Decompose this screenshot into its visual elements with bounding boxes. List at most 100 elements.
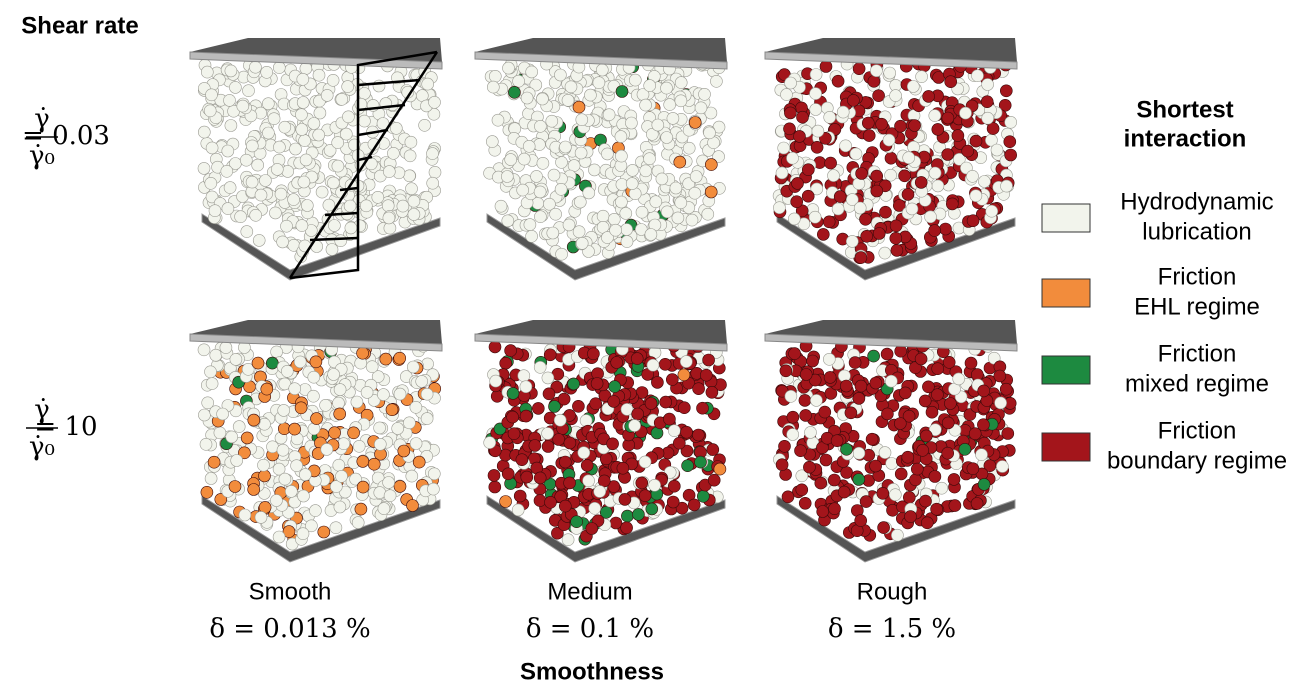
particle (941, 416, 955, 430)
fraction-denominator: γ̇₀ (29, 141, 55, 171)
particle (687, 498, 701, 512)
particle (530, 170, 543, 183)
particle (958, 442, 972, 456)
bottom-plate (486, 495, 726, 563)
particle (985, 204, 999, 218)
particle (593, 485, 607, 498)
particle (870, 184, 884, 198)
particle (619, 207, 633, 220)
particle (948, 499, 962, 512)
particle (562, 218, 576, 232)
particle (334, 234, 348, 247)
particle (294, 401, 308, 415)
particle (779, 364, 793, 378)
particle-box (474, 320, 728, 563)
particle (310, 412, 323, 425)
particle (963, 408, 977, 421)
particle (409, 437, 423, 450)
particle (297, 175, 311, 189)
particle (780, 88, 793, 101)
particle (596, 209, 610, 223)
particle (945, 197, 959, 211)
particle (559, 140, 572, 154)
particle (830, 434, 844, 448)
particle (643, 79, 657, 92)
legend-label: lubrication (1142, 218, 1251, 245)
particle (932, 71, 945, 84)
particle (547, 168, 561, 182)
particle (601, 147, 614, 161)
particle (588, 501, 602, 515)
particle (300, 199, 314, 212)
particle (284, 485, 298, 498)
particle (546, 226, 560, 240)
particle (999, 382, 1013, 396)
arrow (357, 103, 406, 112)
particle (872, 227, 886, 240)
particle (488, 340, 502, 354)
particle (407, 194, 421, 208)
particle (862, 129, 876, 142)
top-plate (475, 38, 727, 62)
particle (558, 455, 572, 469)
particle (230, 454, 243, 467)
particle (506, 387, 520, 400)
particle (918, 394, 932, 408)
particle (415, 375, 429, 388)
particle (329, 480, 343, 493)
particle (849, 147, 863, 161)
particle (827, 473, 841, 487)
top-plate (765, 320, 1017, 344)
particle (620, 403, 634, 416)
particle (836, 105, 850, 119)
particle (692, 382, 705, 396)
particle (872, 89, 885, 102)
particle (350, 395, 364, 409)
particle (615, 149, 628, 163)
particle (890, 244, 904, 257)
particle (867, 75, 881, 88)
particle (894, 467, 908, 481)
particle (665, 373, 679, 386)
particle (601, 231, 614, 244)
particle (259, 174, 272, 187)
particle (554, 68, 567, 82)
particle (806, 354, 819, 368)
particle (840, 442, 853, 456)
particle (852, 473, 866, 486)
particle (777, 141, 791, 155)
particle (608, 380, 622, 393)
particle (799, 409, 812, 422)
particle (219, 341, 233, 354)
particle (295, 108, 308, 121)
particle (909, 473, 922, 487)
particle (928, 423, 942, 437)
particle (602, 108, 616, 121)
particle (299, 153, 313, 167)
particle (630, 352, 644, 365)
particle (329, 521, 343, 535)
particle (544, 495, 557, 509)
particle (966, 170, 979, 183)
bottom-plate (201, 495, 441, 563)
particle (572, 100, 586, 114)
particle (702, 353, 715, 367)
legend-label: Hydrodynamic (1120, 188, 1273, 215)
particle (881, 407, 894, 421)
particle (628, 419, 641, 432)
particle (795, 469, 809, 483)
particle (247, 483, 260, 496)
particle (501, 467, 515, 481)
particle (519, 380, 533, 394)
particle (332, 458, 346, 472)
particle (295, 123, 309, 136)
legend-title: Shortest (1136, 96, 1233, 123)
particle (349, 472, 362, 486)
particle (877, 521, 890, 534)
legend-label: Friction (1158, 340, 1237, 367)
particle (382, 211, 396, 225)
particle (305, 519, 318, 533)
particle (919, 494, 932, 508)
